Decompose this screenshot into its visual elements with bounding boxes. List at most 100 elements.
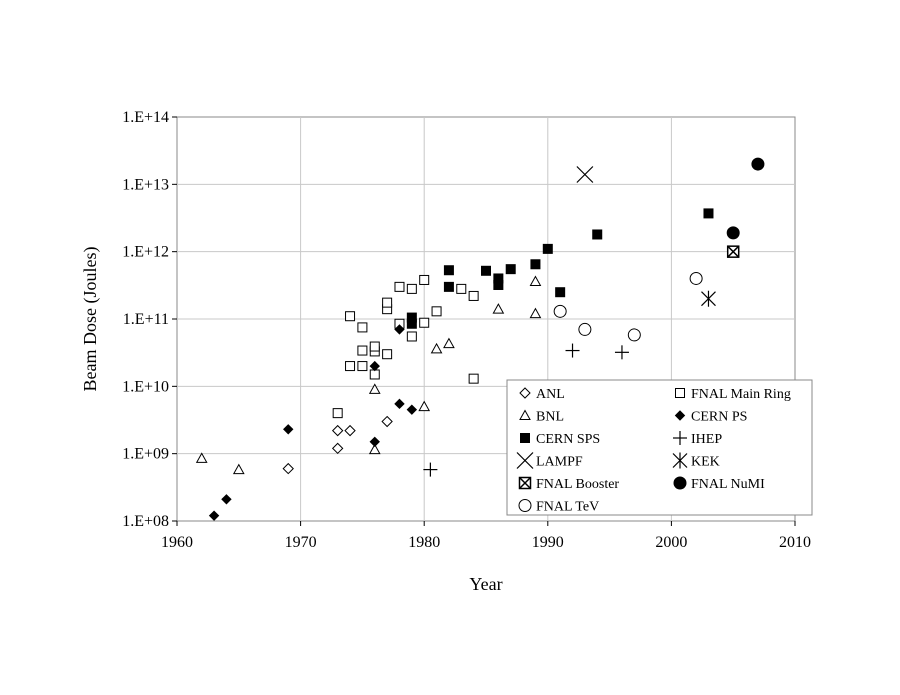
ihep-point	[423, 462, 438, 477]
legend-label-cern-ps: CERN PS	[691, 410, 747, 425]
legend-marker-cern-ps	[674, 410, 686, 421]
fnal-numi-point	[726, 226, 740, 240]
y-tick-label: 1.E+08	[122, 513, 169, 530]
fnal-main-ring-point	[394, 281, 405, 292]
legend-marker-ihep	[673, 431, 687, 445]
fnal-booster-point	[726, 245, 740, 258]
fnal-main-ring-point	[382, 349, 393, 360]
fnal-main-ring-point	[456, 283, 467, 294]
cern-sps-point	[703, 208, 714, 219]
bnl-point	[529, 275, 542, 287]
bnl-point	[443, 337, 455, 349]
fnal-main-ring-point	[332, 408, 343, 419]
fnal-main-ring-point	[369, 369, 380, 380]
fnal-main-ring-point	[357, 361, 368, 372]
legend-items: ANL FNAL Main Ring BNL CERN PS CERN SPS IHEP L…	[516, 387, 791, 515]
cern-sps-point	[542, 243, 553, 254]
legend-label-kek: KEK	[691, 455, 720, 470]
kek-point	[701, 290, 716, 307]
x-tick-label: 1960	[161, 534, 193, 551]
cern-sps-point	[530, 259, 541, 270]
fnal-tev-point	[553, 304, 567, 318]
cern-ps-point	[394, 398, 405, 410]
lampf-point	[576, 166, 594, 183]
fnal-main-ring-point	[468, 290, 479, 301]
legend-marker-lampf	[516, 452, 534, 469]
legend-box	[506, 379, 813, 516]
legend-marker-bnl	[519, 409, 531, 420]
legend-marker-fnal-booster	[518, 476, 532, 490]
x-axis-title: Year	[469, 574, 502, 594]
x-tick-label: 2000	[655, 534, 687, 551]
anl-point	[331, 442, 344, 455]
ihep-point	[565, 343, 580, 358]
x-tick-label: 1990	[532, 534, 564, 551]
y-tick-label: 1.E+09	[122, 446, 169, 463]
fnal-tev-point	[689, 271, 703, 285]
y-tick-label: 1.E+12	[122, 244, 169, 261]
legend-label-ihep: IHEP	[691, 432, 722, 447]
bnl-point	[368, 383, 381, 394]
legend-label-fnal-booster: FNAL Booster	[536, 477, 619, 492]
tick-labels: 1960 1970 1980 1990 2000 2010 1.E+08 1.E+09 1.E+…	[122, 109, 811, 551]
fnal-numi-point	[751, 157, 765, 171]
y-tick-label: 1.E+11	[123, 311, 169, 328]
anl-point	[331, 424, 344, 437]
bnl-point	[232, 463, 245, 475]
cern-sps-point	[481, 265, 491, 276]
x-tick-label: 1970	[285, 534, 317, 551]
legend-marker-fnal-main-ring	[675, 388, 685, 398]
data-points	[195, 157, 765, 521]
cern-ps-point	[369, 360, 380, 372]
cern-sps-point	[592, 229, 603, 240]
cern-sps-point	[406, 312, 417, 323]
legend-marker-cern-sps	[520, 433, 530, 443]
fnal-tev-point	[627, 328, 641, 342]
fnal-main-ring-point	[406, 331, 417, 342]
bnl-point	[430, 342, 443, 354]
fnal-main-ring-point	[345, 361, 356, 372]
bnl-point	[368, 443, 381, 455]
cern-sps-point	[505, 264, 516, 275]
legend-marker-fnal-tev	[518, 499, 532, 512]
cern-ps-point	[208, 510, 220, 521]
cern-sps-point	[555, 287, 566, 298]
cern-sps-point	[493, 273, 504, 284]
x-tick-label: 2010	[779, 534, 811, 551]
y-tick-label: 1.E+13	[122, 176, 169, 193]
legend-label-cern-sps: CERN SPS	[536, 432, 600, 447]
legend-label-bnl: BNL	[536, 410, 564, 425]
cern-ps-point	[369, 436, 380, 448]
fnal-main-ring-point	[419, 317, 430, 328]
legend-label-lampf: LAMPF	[536, 455, 583, 470]
cern-ps-point	[221, 494, 232, 505]
legend-label-fnal-main-ring: FNAL Main Ring	[691, 387, 791, 402]
legend-label-fnal-tev: FNAL TeV	[536, 500, 599, 515]
bnl-point	[492, 303, 505, 314]
x-tick-label: 1980	[408, 534, 440, 551]
legend-marker-fnal-numi	[673, 476, 687, 490]
fnal-main-ring-point	[382, 297, 393, 308]
legend-marker-kek	[672, 452, 688, 469]
cern-ps-point	[283, 424, 294, 435]
y-tick-label: 1.E+14	[122, 109, 169, 126]
anl-point	[381, 415, 393, 428]
y-tick-label: 1.E+10	[122, 378, 169, 395]
bnl-point	[418, 400, 431, 412]
bnl-point	[195, 452, 208, 463]
fnal-main-ring-point	[345, 311, 356, 322]
anl-point	[344, 424, 356, 437]
fnal-main-ring-point	[406, 283, 417, 294]
fnal-main-ring-point	[357, 345, 368, 356]
fnal-main-ring-point	[419, 274, 430, 285]
fnal-main-ring-point	[431, 306, 442, 317]
cern-ps-point	[406, 404, 418, 415]
cern-sps-point	[443, 265, 454, 276]
ihep-point	[614, 345, 629, 360]
fnal-tev-point	[578, 322, 592, 336]
anl-point	[282, 462, 294, 475]
bnl-point	[529, 307, 542, 319]
legend: ANL FNAL Main Ring BNL CERN PS CERN SPS IHEP L…	[506, 379, 813, 516]
cern-ps-point	[394, 324, 405, 335]
